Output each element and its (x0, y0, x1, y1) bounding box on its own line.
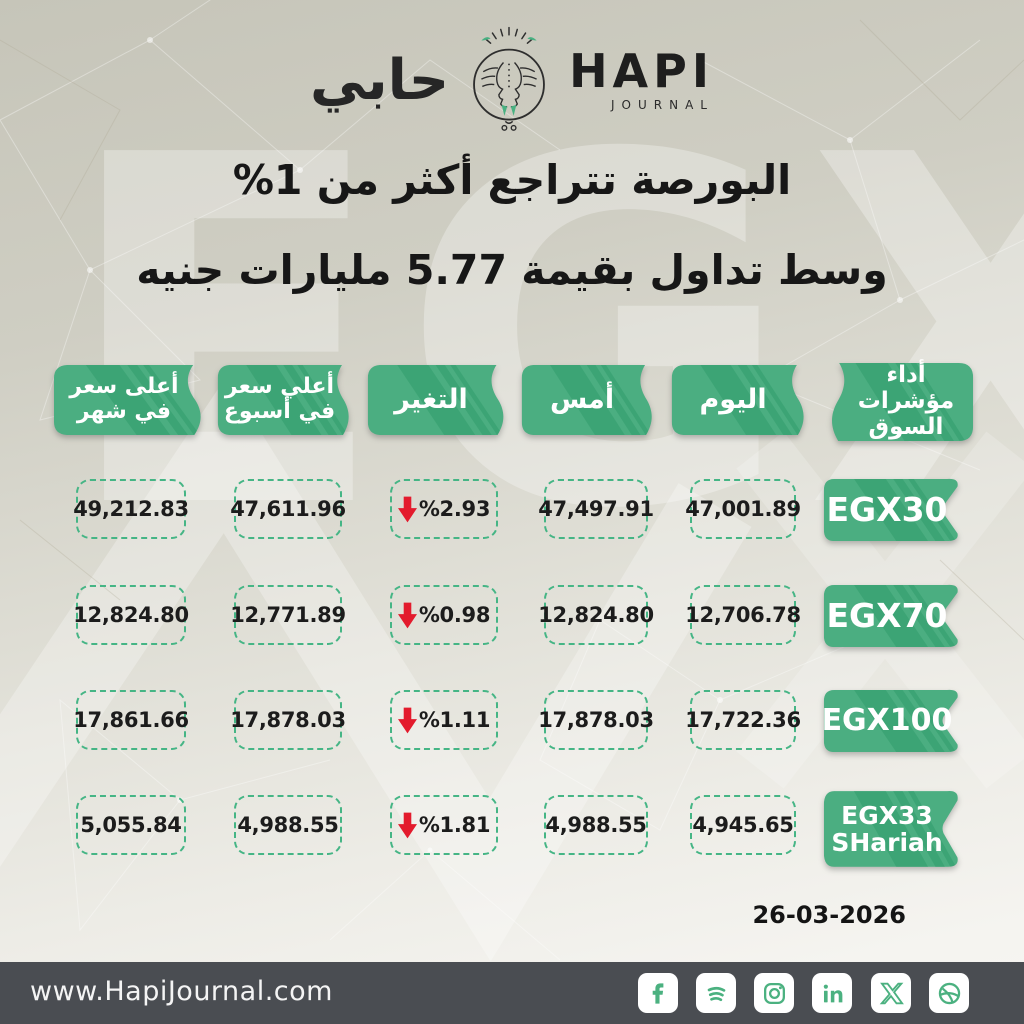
dribbble-icon[interactable] (929, 973, 969, 1013)
egx33-month-high: 5,055.84 (76, 795, 186, 855)
brand-latin-sub: JOURNAL (611, 98, 714, 112)
ribbon-shape (832, 363, 974, 441)
table-row: 17,861.66 17,878.03 %1.11 17,878.03 17,7… (0, 687, 1024, 771)
egx33-week-high: 4,988.55 (234, 795, 342, 855)
header-market-indices: أداء مؤشرات السوق (823, 362, 975, 442)
ribbon-shape (671, 364, 804, 436)
egx100-today: 17,722.36 (685, 690, 801, 750)
headline-line2: وسط تداول بقيمة 5.77 مليارات جنيه (136, 246, 888, 294)
egx30-yesterday: 47,497.91 (538, 479, 654, 539)
report-date: 26-03-2026 (752, 901, 906, 929)
header-yesterday-label: أمس (549, 383, 615, 415)
ribbon-shape (823, 478, 958, 542)
egx100-change-value: %1.11 (418, 708, 491, 732)
hapi-emblem-icon (473, 26, 545, 131)
egx30-change-value: %2.93 (418, 497, 491, 521)
facebook-icon[interactable] (638, 973, 678, 1013)
spotify-icon[interactable] (696, 973, 736, 1013)
egx30-week-high: 47,611.96 (230, 479, 346, 539)
header-change: التغير (366, 364, 512, 436)
instagram-icon[interactable] (754, 973, 794, 1013)
egx70-change-value: %0.98 (418, 603, 491, 627)
egx100-month-high: 17,861.66 (73, 690, 189, 750)
down-arrow-icon (397, 496, 417, 522)
brand-arabic-name: حابي (309, 47, 450, 113)
down-arrow-icon (397, 602, 417, 628)
egx70-today: 12,706.78 (685, 585, 801, 645)
egx30-month-high: 49,212.83 (73, 479, 189, 539)
ribbon-shape (823, 584, 958, 648)
header-week-high: أعلي سعر في أسبوع (216, 364, 357, 436)
header-week-high-label: أعلي سعر في أسبوع (223, 374, 336, 424)
table-row: 12,824.80 12,771.89 %0.98 12,824.80 12,7… (0, 582, 1024, 666)
egx100-yesterday: 17,878.03 (538, 690, 654, 750)
egx100-change: %1.11 (390, 690, 498, 750)
egx33-yesterday: 4,988.55 (544, 795, 648, 855)
egx33-change: %1.81 (390, 795, 498, 855)
brand-logo: حابي (0, 24, 1024, 136)
egx30-badge: EGX30 (822, 478, 964, 542)
ribbon-shape (823, 791, 958, 867)
table-row: 5,055.84 4,988.55 %1.81 4,988.55 4,945.6… (0, 790, 1024, 876)
ribbon-shape (367, 364, 504, 436)
egx100-week-high: 17,878.03 (230, 690, 346, 750)
brand-latin-name: HAPI (569, 44, 714, 98)
egx70-yesterday: 12,824.80 (538, 585, 654, 645)
ribbon-shape (823, 689, 958, 753)
egx70-label: EGX70 (826, 595, 948, 635)
egx33-label: EGX33 SHariah (831, 800, 943, 857)
egx70-month-high: 12,824.80 (73, 585, 189, 645)
header-today-label: اليوم (699, 383, 767, 415)
ribbon-shape (521, 364, 652, 436)
website-url: www.HapiJournal.com (30, 976, 333, 1007)
headline-line1: البورصة تتراجع أكثر من 1% (232, 156, 792, 204)
table-row: 49,212.83 47,611.96 %2.93 47,497.91 47,0… (0, 476, 1024, 560)
egx100-badge: EGX100 (822, 689, 964, 753)
egx33-today: 4,945.65 (690, 795, 796, 855)
x-icon[interactable] (871, 973, 911, 1013)
egx30-change: %2.93 (390, 479, 498, 539)
table-header-row: أعلى سعر في شهر أعلي سعر في أسبوع التغير… (0, 362, 1024, 450)
header-market-indices-label: أداء مؤشرات السوق (857, 362, 955, 440)
egx100-label: EGX100 (821, 703, 953, 739)
linkedin-icon[interactable] (812, 973, 852, 1013)
header-today: اليوم (670, 364, 812, 436)
header-change-label: التغير (394, 383, 468, 415)
egx70-change: %0.98 (390, 585, 498, 645)
header-month-high-label: أعلى سعر في شهر (69, 374, 179, 424)
egx70-week-high: 12,771.89 (230, 585, 346, 645)
down-arrow-icon (397, 812, 417, 838)
egx30-label: EGX30 (826, 489, 948, 529)
ribbon-shape (53, 364, 201, 436)
down-arrow-icon (397, 707, 417, 733)
egx70-badge: EGX70 (822, 584, 964, 648)
egx33-change-value: %1.81 (418, 813, 491, 837)
egx30-today: 47,001.89 (685, 479, 801, 539)
header-yesterday: أمس (520, 364, 660, 436)
brand-latin-block: HAPI JOURNAL (569, 48, 714, 112)
ribbon-shape (217, 364, 349, 436)
footer-bar: www.HapiJournal.com (0, 962, 1024, 1024)
header-month-high: أعلى سعر في شهر (52, 364, 210, 436)
egx33-badge: EGX33 SHariah (822, 790, 964, 868)
